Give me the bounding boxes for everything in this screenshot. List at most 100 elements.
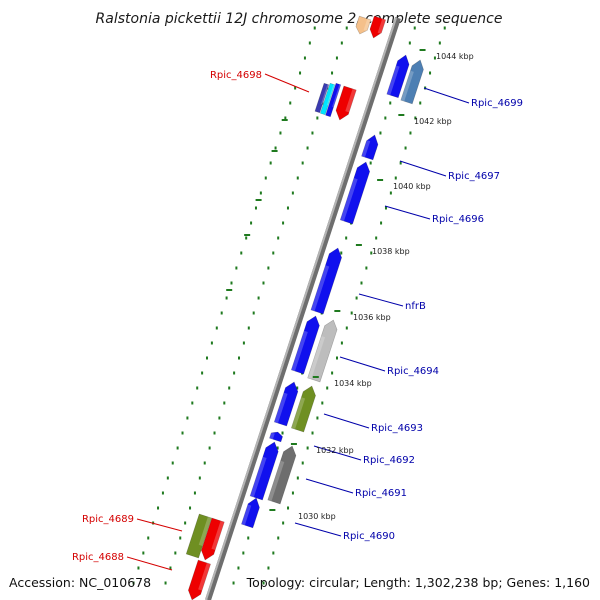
guide-dot xyxy=(409,131,412,135)
guide-dot xyxy=(237,566,240,570)
gene-arrow-rpic-4689-b[interactable] xyxy=(199,517,225,562)
gene-arrow-top-red[interactable] xyxy=(368,15,387,40)
guide-dot xyxy=(438,41,441,45)
gene-arrow-rpic-4697[interactable] xyxy=(361,133,381,161)
guide-dot xyxy=(306,146,309,150)
guide-dot xyxy=(193,491,196,495)
gene-arrow-rpic-4692[interactable] xyxy=(269,430,283,443)
gene-arrow-rpic-4693[interactable] xyxy=(290,384,318,433)
gene-label-rpic-4692[interactable]: Rpic_4692 xyxy=(363,455,415,466)
guide-dot xyxy=(282,221,285,225)
gene-arrow-rpic-4695[interactable] xyxy=(290,314,322,375)
gene-label-rpic-4698[interactable]: Rpic_4698 xyxy=(210,70,262,81)
guide-dot xyxy=(208,446,211,450)
gene-arrow-body[interactable] xyxy=(334,85,357,122)
gene-arrow-body[interactable] xyxy=(307,318,340,383)
gene-label-rpic-4694[interactable]: Rpic_4694 xyxy=(387,366,439,377)
gene-arrow-body[interactable] xyxy=(269,430,283,443)
gene-arrow-body[interactable] xyxy=(267,444,299,505)
gene-label-rpic-4690[interactable]: Rpic_4690 xyxy=(343,531,395,542)
guide-dot xyxy=(137,566,140,570)
guide-dot xyxy=(306,446,309,450)
gene-arrow-rpic-4696[interactable] xyxy=(339,160,372,225)
gene-arrow-rpic-4699-a[interactable] xyxy=(386,53,412,99)
gene-label-rpic-4691[interactable]: Rpic_4691 xyxy=(355,488,407,499)
leader-line xyxy=(294,522,342,537)
gene-arrow-rpic-4698-stripe1[interactable] xyxy=(314,82,330,114)
gene-arrow-rpic-4698-stripe2[interactable] xyxy=(319,82,336,116)
gene-arrow-body[interactable] xyxy=(354,15,372,36)
gene-arrow-body[interactable] xyxy=(290,384,318,433)
gene-arrow-body[interactable] xyxy=(386,53,412,99)
gene-arrow-rpic-4691-a[interactable] xyxy=(249,440,281,501)
gene-arrow-body[interactable] xyxy=(241,496,262,529)
gene-arrow-body[interactable] xyxy=(310,246,344,315)
gene-arrow-rpic-4690[interactable] xyxy=(241,496,262,529)
guide-dot xyxy=(336,356,339,360)
gene-arrow-rpic-4688[interactable] xyxy=(186,559,211,600)
guide-dot xyxy=(277,236,280,240)
leader-line xyxy=(339,356,386,372)
guide-dot xyxy=(284,116,287,120)
gene-label-rpic-4689[interactable]: Rpic_4689 xyxy=(82,514,134,525)
guide-dot xyxy=(311,131,314,135)
gene-arrow-body[interactable] xyxy=(319,82,336,116)
gene-arrow-body[interactable] xyxy=(325,82,342,118)
gene-arrow-body[interactable] xyxy=(400,58,426,105)
gene-arrow-body[interactable] xyxy=(273,380,300,427)
gene-arrow-nfrb[interactable] xyxy=(310,246,344,315)
guide-dot xyxy=(277,536,280,540)
guide-dot xyxy=(340,341,343,345)
tick-label: 1044 kbp xyxy=(436,52,474,61)
guide-dot xyxy=(291,191,294,195)
guide-dot xyxy=(413,26,416,30)
gene-arrow-body[interactable] xyxy=(339,160,372,225)
guide-dot xyxy=(287,506,290,510)
guide-dot xyxy=(355,296,358,300)
gene-arrow-body[interactable] xyxy=(361,133,381,161)
leader-line xyxy=(126,556,173,571)
gene-arrow-rpic-4694[interactable] xyxy=(307,318,340,383)
guide-dot xyxy=(169,566,172,570)
guide-dot xyxy=(267,266,270,270)
gene-arrow-gloss xyxy=(267,460,285,502)
gene-label-rpic-4693[interactable]: Rpic_4693 xyxy=(371,423,423,434)
gene-label-rpic-4688[interactable]: Rpic_4688 xyxy=(72,552,124,563)
guide-dash xyxy=(244,234,251,236)
guide-dot xyxy=(369,161,372,165)
guide-dot xyxy=(389,101,392,105)
gene-label-rpic-4699[interactable]: Rpic_4699 xyxy=(471,98,523,109)
guide-dot xyxy=(191,401,194,405)
guide-dot xyxy=(166,476,169,480)
guide-dot xyxy=(215,326,218,330)
gene-arrow-rpic-4698[interactable] xyxy=(334,85,357,122)
gene-arrow-body[interactable] xyxy=(290,314,322,375)
guide-dot xyxy=(380,221,383,225)
gene-arrow-rpic-4693-a[interactable] xyxy=(273,380,300,427)
gene-label-rpic-4696[interactable]: Rpic_4696 xyxy=(432,214,484,225)
guide-dot xyxy=(384,206,387,210)
gene-arrow-rpic-4689[interactable] xyxy=(185,513,212,559)
guide-dot xyxy=(203,461,206,465)
tick-mark xyxy=(334,310,341,312)
gene-arrow-rpic-4698-stripe3[interactable] xyxy=(325,82,342,118)
gene-arrow-gloss xyxy=(321,84,329,105)
leader-line xyxy=(384,205,431,220)
gene-arrow-rpic-4691[interactable] xyxy=(267,444,299,505)
gene-arrow-gloss xyxy=(250,456,267,498)
gene-arrow-gloss xyxy=(198,562,211,591)
gene-arrow-body[interactable] xyxy=(314,82,330,114)
gene-arrow-top-orange[interactable] xyxy=(354,15,372,36)
guide-dot xyxy=(240,251,243,255)
gene-arrow-body[interactable] xyxy=(368,15,387,40)
gene-arrow-body[interactable] xyxy=(249,440,281,501)
gene-arrow-body[interactable] xyxy=(185,513,212,559)
gene-label-nfrb[interactable]: nfrB xyxy=(405,301,426,312)
gene-arrow-gloss xyxy=(345,88,357,113)
gene-arrow-body[interactable] xyxy=(199,517,225,562)
gene-arrow-body[interactable] xyxy=(186,559,211,600)
gene-arrow-rpic-4699-b[interactable] xyxy=(400,58,426,105)
guide-dot xyxy=(247,536,250,540)
gene-label-rpic-4697[interactable]: Rpic_4697 xyxy=(448,171,500,182)
